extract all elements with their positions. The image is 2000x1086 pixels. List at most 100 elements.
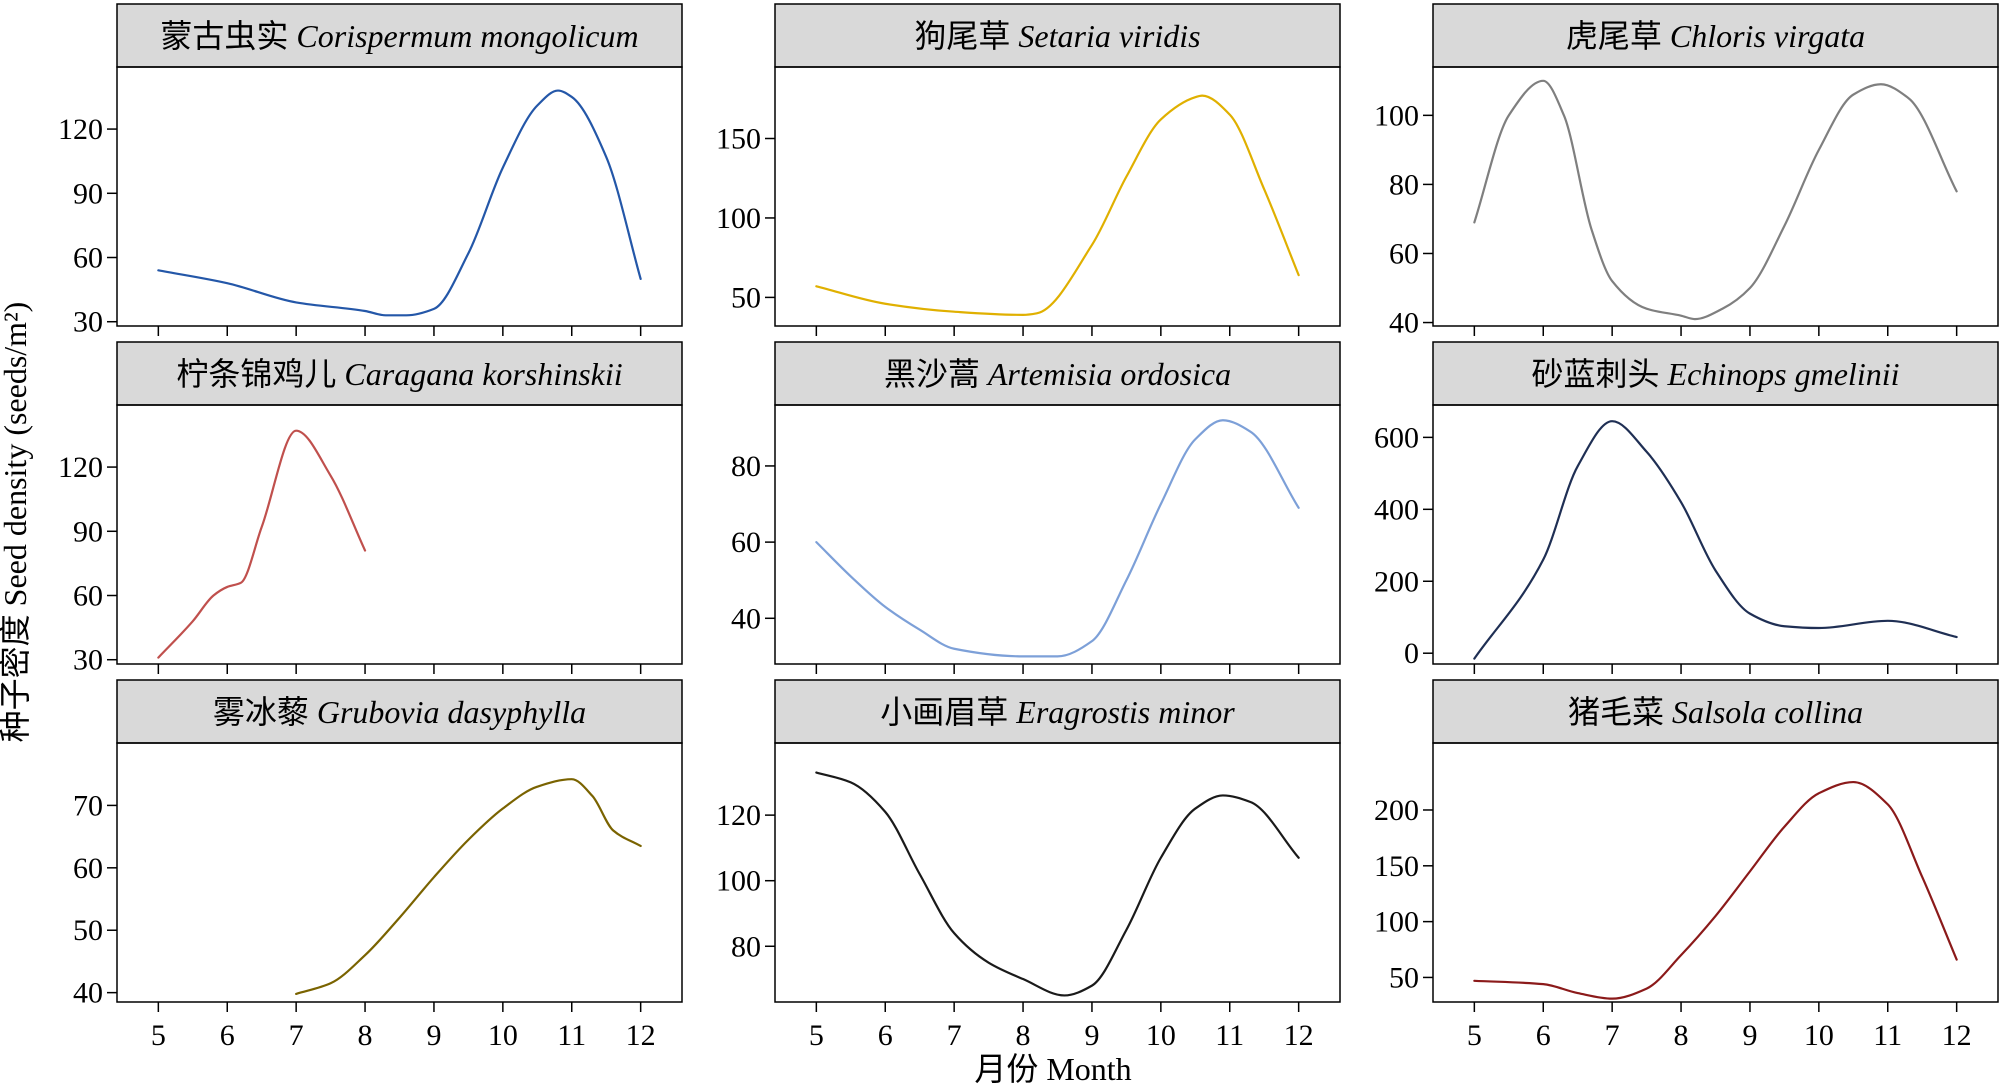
- species-latin-name: Setaria viridis: [1018, 18, 1200, 54]
- y-tick-label: 120: [58, 451, 103, 484]
- species-chinese-name: 蒙古虫实: [160, 18, 296, 54]
- panel-9: 猪毛菜 Salsola collina 50 100 150 200 5 6 7 8 9 10 11 1…: [1374, 679, 1999, 1052]
- y-tick-label: 100: [716, 202, 761, 235]
- species-latin-name: Salsola collina: [1672, 694, 1863, 730]
- y-tick-label: 600: [1374, 421, 1419, 454]
- y-tick-label: 60: [73, 852, 103, 885]
- species-chinese-name: 雾冰藜: [213, 694, 317, 730]
- y-tick-label: 150: [1374, 850, 1419, 883]
- plot-frame: [116, 404, 683, 665]
- panel-title: 柠条锦鸡儿 Caragana korshinskii: [176, 356, 622, 392]
- y-tick-label: 80: [1389, 168, 1419, 201]
- series-line: [815, 94, 1300, 316]
- series-line: [1473, 420, 1958, 660]
- x-tick-label: 10: [1146, 1019, 1176, 1052]
- y-tick-label: 100: [1374, 906, 1419, 939]
- y-tick-label: 40: [1389, 307, 1419, 340]
- x-tick-label: 10: [1804, 1019, 1834, 1052]
- panel-title-bar: [1432, 679, 1999, 744]
- x-tick-label: 8: [358, 1019, 373, 1052]
- y-tick-label: 150: [716, 123, 761, 156]
- series-line: [295, 778, 642, 995]
- panel-4: 柠条锦鸡儿 Caragana korshinskii30609012056789…: [58, 341, 683, 714]
- panels-group: 蒙古虫实 Corispermum mongolicum3060901205678…: [58, 3, 1999, 1052]
- x-tick-label: 7: [1605, 1019, 1620, 1052]
- x-tick-label: 7: [947, 1019, 962, 1052]
- species-chinese-name: 黑沙蒿: [884, 356, 988, 392]
- species-chinese-name: 小画眉草: [880, 694, 1016, 730]
- y-tick-label: 60: [73, 580, 103, 613]
- panel-2: 狗尾草 Setaria viridis5010015056789101112: [716, 3, 1341, 376]
- plot-frame: [774, 66, 1341, 327]
- y-tick-label: 90: [73, 515, 103, 548]
- panel-title: 黑沙蒿 Artemisia ordosica: [884, 356, 1231, 392]
- plot-frame: [116, 66, 683, 327]
- x-tick-label: 5: [151, 1019, 166, 1052]
- species-chinese-name: 砂蓝刺头: [1532, 356, 1668, 392]
- x-tick-label: 6: [878, 1019, 893, 1052]
- y-tick-label: 200: [1374, 794, 1419, 827]
- y-tick-label: 200: [1374, 565, 1419, 598]
- species-latin-name: Caragana korshinskii: [344, 356, 622, 392]
- x-tick-label: 9: [426, 1019, 441, 1052]
- plot-frame: [1432, 742, 1999, 1003]
- panel-title-bar: [116, 3, 683, 68]
- plot-frame: [116, 742, 683, 1003]
- panel-title-bar: [1432, 3, 1999, 68]
- x-tick-label: 12: [1942, 1019, 1972, 1052]
- y-tick-label: 40: [731, 602, 761, 635]
- panel-title: 蒙古虫实 Corispermum mongolicum: [160, 18, 638, 54]
- panel-6: 砂蓝刺头 Echinops gmelinii020040060056789101…: [1374, 341, 1999, 714]
- panel-title-bar: [116, 679, 683, 744]
- y-tick-label: 70: [73, 789, 103, 822]
- x-tick-label: 6: [220, 1019, 235, 1052]
- x-axis-label: 月份 Month: [974, 1051, 1131, 1086]
- y-axis-label: 种子密度 Seed density (seeds/m²): [0, 302, 33, 743]
- series-line: [1473, 79, 1958, 321]
- y-tick-label: 80: [731, 930, 761, 963]
- series-line: [157, 89, 642, 317]
- plot-frame: [774, 404, 1341, 665]
- y-tick-label: 30: [73, 644, 103, 677]
- panel-7: 雾冰藜 Grubovia dasyphylla 40 50 60 70 5 6 7 8 9 10 11…: [73, 679, 683, 1052]
- panel-5: 黑沙蒿 Artemisia ordosica40608056789101112: [731, 341, 1341, 714]
- panel-title: 小画眉草 Eragrostis minor: [880, 694, 1235, 730]
- y-tick-label: 60: [73, 242, 103, 275]
- y-tick-label: 400: [1374, 493, 1419, 526]
- x-tick-label: 12: [1284, 1019, 1314, 1052]
- species-latin-name: Corispermum mongolicum: [296, 18, 638, 54]
- plot-frame: [1432, 404, 1999, 665]
- panel-title-bar: [116, 341, 683, 406]
- panel-title-bar: [774, 679, 1341, 744]
- series-line: [815, 419, 1300, 658]
- plot-frame: [774, 742, 1341, 1003]
- y-tick-label: 120: [716, 799, 761, 832]
- species-chinese-name: 猪毛菜: [1568, 694, 1672, 730]
- x-tick-label: 5: [1467, 1019, 1482, 1052]
- x-tick-label: 9: [1084, 1019, 1099, 1052]
- species-latin-name: Echinops gmelinii: [1667, 356, 1900, 392]
- panel-8: 小画眉草 Eragrostis minor 80 100 120 5 6 7 8 9 10 11 12: [716, 679, 1341, 1052]
- panel-title: 猪毛菜 Salsola collina: [1568, 694, 1863, 730]
- y-tick-label: 60: [1389, 237, 1419, 270]
- panel-title: 虎尾草 Chloris virgata: [1566, 18, 1865, 54]
- plot-frame: [1432, 66, 1999, 327]
- species-latin-name: Artemisia ordosica: [986, 356, 1231, 392]
- y-tick-label: 80: [731, 450, 761, 483]
- panel-1: 蒙古虫实 Corispermum mongolicum3060901205678…: [58, 3, 683, 376]
- panel-title: 砂蓝刺头 Echinops gmelinii: [1532, 356, 1900, 392]
- y-tick-label: 100: [1374, 99, 1419, 132]
- panel-title-bar: [1432, 341, 1999, 406]
- species-latin-name: Eragrostis minor: [1015, 694, 1235, 730]
- x-tick-label: 11: [557, 1019, 586, 1052]
- x-tick-label: 11: [1873, 1019, 1902, 1052]
- y-tick-label: 0: [1404, 637, 1419, 670]
- x-tick-label: 8: [1016, 1019, 1031, 1052]
- y-tick-label: 50: [73, 914, 103, 947]
- series-line: [815, 771, 1300, 997]
- y-tick-label: 50: [1389, 961, 1419, 994]
- y-tick-label: 30: [73, 306, 103, 339]
- panel-3: 虎尾草 Chloris virgata40608010056789101112: [1374, 3, 1999, 376]
- x-tick-label: 6: [1536, 1019, 1551, 1052]
